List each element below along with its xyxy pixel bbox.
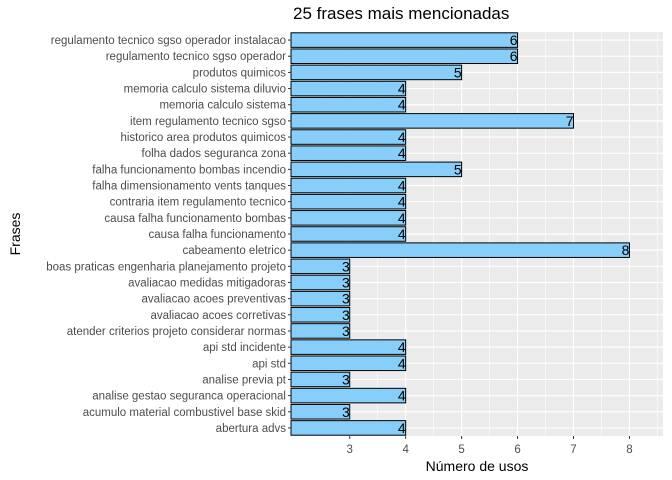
data-label: 4: [398, 81, 406, 97]
data-label: 3: [342, 274, 350, 290]
bar: [290, 226, 407, 242]
bar: [290, 258, 351, 275]
y-tick-label: boas praticas engenharia planejamento pr…: [46, 261, 286, 273]
data-label: 4: [398, 210, 406, 226]
y-tick-label: avaliacao acoes preventivas: [142, 294, 287, 306]
y-tick-label: falha dimensionamento vents tanques: [92, 181, 286, 193]
y-tick-label: cabeamento eletrico: [182, 245, 286, 257]
bar: [290, 145, 407, 161]
data-label: 4: [398, 194, 406, 210]
data-label: 5: [454, 64, 462, 80]
bar: [290, 355, 407, 372]
y-tick-label: avaliacao acoes corretivas: [150, 310, 286, 322]
data-label: 4: [398, 97, 406, 113]
bar: [290, 161, 463, 178]
bar: [290, 274, 351, 291]
y-axis-title: Frases: [7, 213, 23, 256]
bar: [290, 420, 407, 436]
chart-title: 25 frases mais mencionadas: [293, 4, 510, 23]
bar: [290, 371, 351, 388]
bar: [290, 129, 407, 145]
data-label: 3: [342, 258, 350, 274]
bar: [290, 323, 351, 339]
data-label: 7: [566, 113, 574, 129]
bar: [290, 193, 407, 210]
y-tick-label: item regulamento tecnico sgso: [130, 116, 286, 128]
y-tick-label: api std incidente: [203, 342, 286, 354]
x-tick-label: 7: [570, 444, 576, 456]
bar: [290, 387, 407, 404]
y-axis-ticks: regulamento tecnico sgso operador instal…: [46, 35, 291, 435]
data-label: 3: [342, 371, 350, 387]
bar: [290, 96, 407, 113]
x-axis-title: Número de usos: [426, 458, 529, 474]
bar: [290, 290, 351, 307]
y-tick-label: analise gestao seguranca operacional: [92, 391, 286, 403]
y-tick-label: causa falha funcionamento bombas: [104, 213, 286, 225]
bar: [290, 80, 407, 97]
x-axis-ticks: 3 4 5 6 7 8: [347, 436, 633, 456]
y-tick-label: api std: [252, 358, 286, 370]
bar: [290, 177, 407, 194]
data-label: 4: [398, 145, 406, 161]
data-label: 4: [398, 420, 406, 436]
bar: [290, 242, 630, 258]
data-label: 6: [510, 48, 518, 64]
bar: [290, 307, 351, 323]
data-label: 3: [342, 307, 350, 323]
bar: [290, 210, 407, 226]
y-tick-label: acumulo material combustivel base skid: [83, 407, 286, 419]
data-label: 5: [454, 161, 462, 177]
y-tick-label: memoria calculo sistema: [159, 100, 286, 112]
y-tick-label: atender criterios projeto considerar nor…: [67, 326, 286, 338]
y-tick-label: regulamento tecnico sgso operador instal…: [51, 35, 286, 47]
bar: [290, 403, 351, 420]
y-tick-label: regulamento tecnico sgso operador: [106, 51, 286, 63]
data-label: 4: [398, 129, 406, 145]
y-tick-label: falha funcionamento bombas incendio: [92, 164, 286, 176]
data-label: 8: [622, 242, 630, 258]
x-tick-label: 3: [347, 444, 353, 456]
y-tick-label: avaliacao medidas mitigadoras: [128, 277, 286, 289]
data-label: 3: [342, 291, 350, 307]
y-tick-label: folha dados seguranca zona: [142, 148, 287, 160]
y-tick-label: historico area produtos quimicos: [120, 132, 286, 144]
y-tick-label: causa falha funcionamento: [149, 229, 286, 241]
x-tick-label: 4: [402, 444, 409, 456]
y-tick-label: analise previa pt: [202, 374, 287, 386]
bar: [290, 48, 519, 65]
data-label: 4: [398, 226, 406, 242]
y-tick-label: abertura advs: [216, 423, 287, 435]
data-label: 4: [398, 355, 406, 371]
data-label: 6: [510, 32, 518, 48]
x-tick-label: 6: [514, 444, 520, 456]
bar: [290, 113, 574, 129]
data-label: 4: [398, 339, 406, 355]
y-tick-label: contraria item regulamento tecnico: [110, 197, 286, 209]
data-label: 4: [398, 388, 406, 404]
x-tick-label: 8: [626, 444, 632, 456]
bar: [290, 32, 519, 48]
y-tick-label: memoria calculo sistema diluvio: [124, 84, 286, 96]
bar: [290, 64, 463, 81]
data-label: 4: [398, 178, 406, 194]
y-tick-label: produtos quimicos: [193, 67, 287, 79]
data-label: 3: [342, 404, 350, 420]
data-label: 3: [342, 323, 350, 339]
bar: [290, 339, 407, 355]
x-tick-label: 5: [458, 444, 464, 456]
